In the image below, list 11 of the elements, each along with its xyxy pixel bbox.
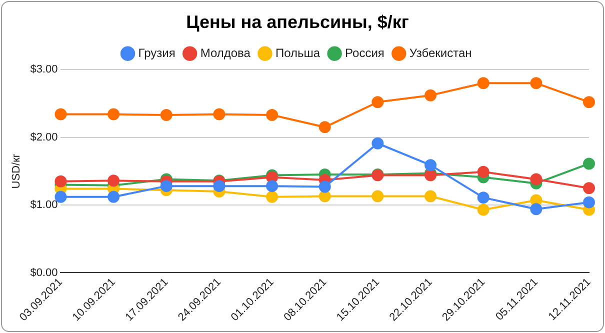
legend-label: Узбекистан — [409, 46, 472, 60]
y-tick-label: $2.00 — [30, 131, 58, 144]
y-tick-label: $0.00 — [30, 266, 58, 279]
legend-label: Россия — [345, 46, 384, 60]
chart-title: Цены на апельсины, $/кг — [186, 12, 410, 32]
y-tick-label: $3.00 — [30, 64, 58, 76]
legend-label: Польша — [275, 46, 320, 60]
y-tick-label: $1.00 — [30, 199, 58, 212]
legend-label: Молдова — [200, 46, 251, 60]
y-axis-title: USD/кг — [10, 154, 23, 189]
legend-label: Грузия — [138, 46, 176, 60]
